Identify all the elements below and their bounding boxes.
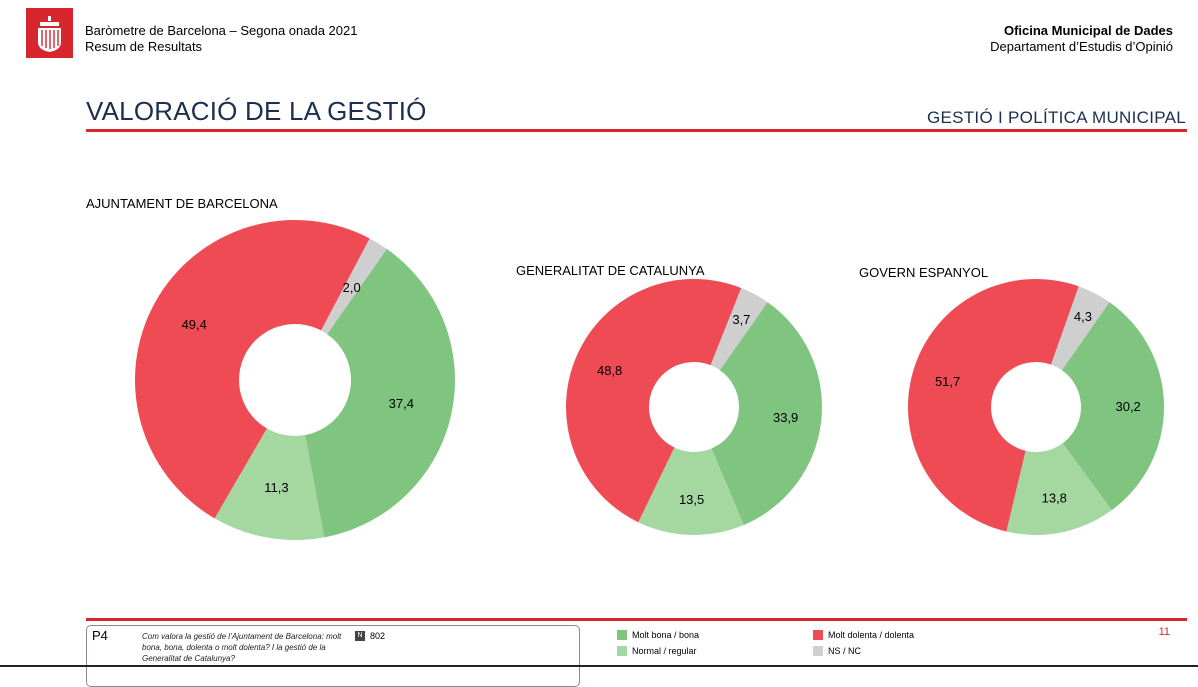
donut-0-label-ns-nc: 2,0 — [343, 280, 361, 295]
donut-2-hole — [991, 362, 1081, 452]
donut-1-label-normal: 13,5 — [679, 492, 704, 507]
legend-label: Normal / regular — [632, 646, 697, 656]
question-text: Com valora la gestió de l’Ajuntament de … — [142, 632, 342, 663]
donut-2-label-molt-bona: 30,2 — [1115, 399, 1140, 414]
barometer-title: Baròmetre de Barcelona – Segona onada 20… — [85, 23, 358, 38]
section-title: GESTIÓ I POLÍTICA MUNICIPAL — [926, 108, 1186, 127]
donut-0-hole — [239, 324, 351, 436]
donut-1-label-molt-dolenta: 48,8 — [597, 363, 622, 378]
legend-label: Molt dolenta / dolenta — [828, 630, 915, 640]
chart-title-govern: GOVERN ESPANYOL — [859, 265, 989, 280]
legend-item-ns-nc: NS / NC — [813, 646, 861, 656]
donut-charts: 37,4 11,3 49,4 2,0 33,9 13,5 48,8 3,7 30,2 13,8 51… — [134, 219, 1164, 540]
office-name: Oficina Municipal de Dades — [1003, 23, 1173, 38]
footer-rule — [86, 618, 1187, 621]
results-summary: Resum de Resultats — [85, 39, 203, 54]
legend-item-normal: Normal / regular — [617, 646, 697, 656]
title-rule — [86, 129, 1187, 132]
page-number: 11 — [1158, 626, 1170, 638]
donut-1-label-ns-nc: 3,7 — [732, 312, 750, 327]
sample-size-icon: N — [355, 631, 365, 641]
donut-1-slice-normal — [638, 407, 744, 535]
legend-item-molt-bona: Molt bona / bona — [617, 630, 699, 640]
legend-item-molt-dolenta: Molt dolenta / dolenta — [813, 630, 914, 640]
donut-2-label-molt-dolenta: 51,7 — [935, 374, 960, 389]
donut-0-label-normal: 11,3 — [264, 480, 288, 495]
donut-1-hole — [649, 362, 739, 452]
legend-label: NS / NC — [828, 646, 862, 656]
donut-2-slice-molt-bona — [1036, 302, 1164, 511]
legend-swatch — [617, 630, 627, 640]
department-name: Departament d’Estudis d’Opinió — [990, 39, 1173, 54]
bottom-border — [0, 665, 1198, 667]
legend-swatch — [617, 646, 627, 656]
donut-2-label-normal: 13,8 — [1042, 490, 1067, 505]
header-right: Oficina Municipal de Dades Departament d… — [990, 23, 1173, 55]
header-left: Baròmetre de Barcelona – Segona onada 20… — [85, 23, 357, 55]
sample-size-value: 802 — [370, 631, 386, 641]
legend-swatch — [813, 630, 823, 640]
donut-1-label-molt-bona: 33,9 — [773, 410, 798, 425]
barcelona-logo — [26, 8, 73, 58]
legend-swatch — [813, 646, 823, 656]
question-code: P4 — [92, 628, 108, 643]
chart-title-generalitat: GENERALITAT DE CATALUNYA — [516, 263, 705, 278]
donut-2-label-ns-nc: 4,3 — [1074, 309, 1092, 324]
donut-0-label-molt-bona: 37,4 — [389, 396, 414, 411]
chart-title-ajuntament: AJUNTAMENT DE BARCELONA — [86, 196, 278, 211]
legend-label: Molt bona / bona — [632, 630, 700, 640]
page-title: VALORACIÓ DE LA GESTIÓ — [86, 96, 427, 126]
donut-1-slice-molt-bona — [694, 302, 822, 525]
donut-0-label-molt-dolenta: 49,4 — [182, 317, 207, 332]
donut-0-slice-molt-bona — [295, 248, 456, 538]
